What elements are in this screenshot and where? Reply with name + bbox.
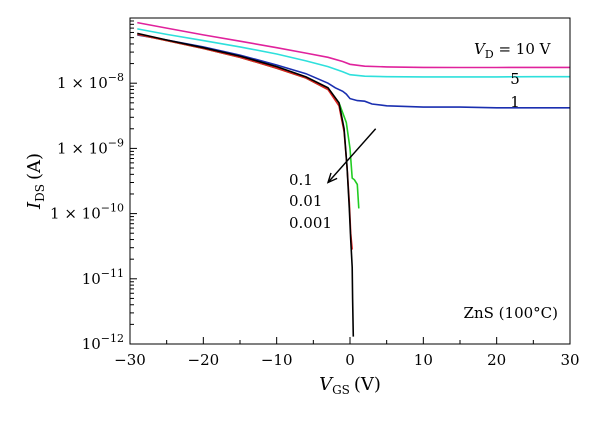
x-tick-label-3: 0: [345, 351, 355, 369]
series-label-0.1: 0.1: [289, 171, 313, 189]
y-axis-label: IDS(A): [24, 153, 47, 210]
y-tick-label-1: 10−11: [82, 267, 124, 288]
x-tick-label-1: −20: [188, 351, 220, 369]
vd-label: VD = 10 V: [474, 40, 552, 61]
series-line-0: [137, 21, 570, 69]
series-line-1: [137, 28, 570, 78]
y-tick-label-3: 1 × 10−9: [57, 136, 124, 157]
series-label-0.001: 0.001: [289, 214, 332, 232]
x-tick-label-6: 30: [560, 351, 579, 369]
series-label-5: 5: [510, 70, 520, 88]
x-tick-label-5: 20: [487, 351, 506, 369]
annotations: VD = 10 V 5 1 0.1 0.01 0.001 ZnS (100°C): [289, 40, 558, 322]
x-tick-label-4: 10: [414, 351, 433, 369]
y-tick-label-4: 1 × 10−8: [57, 71, 124, 92]
series-label-0.01: 0.01: [289, 192, 322, 210]
series-layer: [137, 21, 570, 337]
arrow-head: [326, 172, 338, 184]
arrow-line: [327, 128, 377, 183]
series-line-2: [137, 34, 570, 109]
x-tick-label-2: −10: [261, 351, 293, 369]
y-tick-label-2: 1 × 10−10: [50, 202, 124, 223]
y-tick-label-0: 10−12: [82, 332, 124, 353]
ticks-layer: −30 −20 −10 0 10 20 30 10−12 10−11 1 × 10−10 1 × 1…: [50, 20, 580, 369]
x-tick-label-0: −30: [114, 351, 146, 369]
series-label-1: 1: [510, 93, 520, 111]
x-axis-label: VGS (V): [319, 374, 381, 397]
material-label: ZnS (100°C): [464, 304, 558, 322]
series-line-5: [137, 32, 355, 337]
